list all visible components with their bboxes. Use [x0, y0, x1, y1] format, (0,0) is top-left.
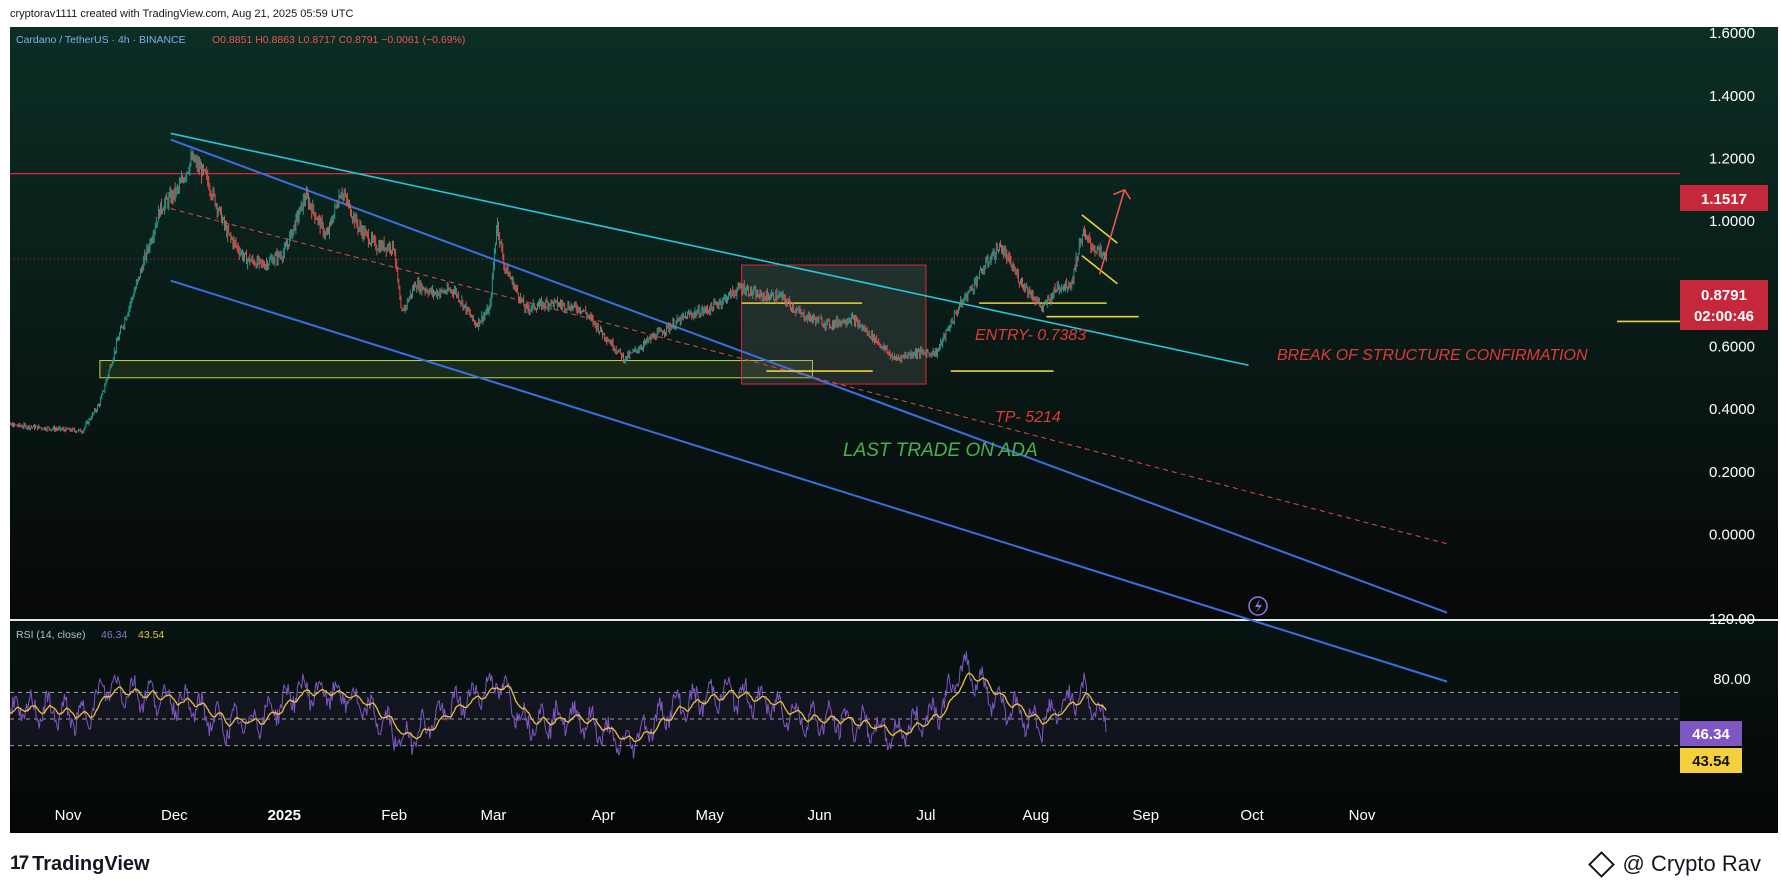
price-tick-label: 0.2000: [1709, 464, 1755, 481]
projection-arrow-line: [1098, 189, 1126, 275]
rsi-legend-ma-value: 43.54: [138, 629, 164, 641]
time-tick-label: May: [696, 807, 725, 824]
rsi-line: [10, 651, 1107, 759]
time-tick-label: 2025: [268, 807, 301, 824]
rsi-tick-label: 120.00: [1709, 611, 1755, 628]
rsi-tick-label: 80.00: [1713, 671, 1751, 688]
time-tick-label: Jun: [807, 807, 831, 824]
price-tick-label: 0.0000: [1709, 526, 1755, 543]
drawings-layer: [10, 132, 1686, 683]
time-axis[interactable]: Nov Dec 2025 Feb Mar Apr May Jun Jul Aug Sep Oct Nov: [55, 807, 1376, 824]
time-tick-label: Sep: [1132, 807, 1159, 824]
price-tick-label: 0.6000: [1709, 338, 1755, 355]
last-trade-label: LAST TRADE ON ADA: [843, 440, 1038, 461]
projection-arrow-head: [1113, 188, 1132, 200]
price-tick-label: 1.2000: [1709, 151, 1755, 168]
lightning-icon[interactable]: [1248, 596, 1268, 616]
tradingview-wordmark: TradingView: [32, 852, 150, 875]
created-by-text: cryptorav1111 created with TradingView.c…: [10, 8, 354, 20]
time-tick-label: Aug: [1022, 807, 1049, 824]
diamond-icon: [1587, 850, 1615, 878]
price-tick-label: 0.4000: [1709, 401, 1755, 418]
top-bar: cryptorav1111 created with TradingView.c…: [0, 0, 1781, 27]
flag-lower-line: [1081, 254, 1118, 285]
tradingview-logo[interactable]: 17 TradingView: [10, 851, 150, 877]
price-axis[interactable]: 1.6000 1.4000 1.2000 1.0000 0.6000 0.4000 0.20…: [1709, 27, 1755, 688]
bar-countdown-text: 02:00:46: [1694, 308, 1754, 325]
time-tick-label: Feb: [381, 807, 407, 824]
price-tick-label: 1.0000: [1709, 213, 1755, 230]
price-tick-label: 1.4000: [1709, 88, 1755, 105]
tradingview-logo-icon: 17: [10, 853, 29, 874]
chart-legend-symbol: Cardano / TetherUS · 4h · BINANCE: [16, 34, 186, 46]
rsi-ma-badge: 43.54: [1680, 748, 1742, 773]
resistance-price-text: 1.1517: [1701, 191, 1747, 208]
author-credit-text: @ Crypto Rav: [1622, 851, 1761, 876]
rsi-value-text: 46.34: [1692, 726, 1730, 743]
chart-canvas[interactable]: 1.6000 1.4000 1.2000 1.0000 0.6000 0.4000 0.20…: [10, 27, 1778, 833]
author-credit: @ Crypto Rav: [1587, 850, 1761, 878]
price-tick-label: 1.6000: [1709, 27, 1755, 42]
last-price-badge: 0.8791 02:00:46: [1680, 280, 1768, 330]
rsi-ma-line: [10, 672, 1107, 743]
rsi-value-badge: 46.34: [1680, 721, 1742, 746]
time-tick-label: Dec: [161, 807, 188, 824]
channel-lower-line: [170, 279, 1448, 683]
demand-zone: [99, 360, 813, 379]
bos-label: BREAK OF STRUCTURE CONFIRMATION: [1277, 347, 1588, 364]
flag-upper-line: [1081, 214, 1118, 244]
trendline: [170, 132, 1249, 367]
time-tick-label: Jul: [916, 807, 935, 824]
bottom-bar: 17 TradingView @ Crypto Rav: [0, 833, 1781, 894]
last-price-text: 0.8791: [1701, 287, 1747, 304]
time-tick-label: Mar: [481, 807, 507, 824]
rsi-layer: [10, 651, 1680, 759]
resistance-price-badge: 1.1517: [1680, 185, 1768, 211]
tp-label: TP- 5214: [995, 409, 1061, 426]
rsi-legend-value: 46.34: [101, 629, 127, 641]
entry-label: ENTRY- 0.7383: [975, 327, 1086, 344]
rsi-legend-label: RSI (14, close): [16, 629, 85, 641]
time-tick-label: Nov: [55, 807, 82, 824]
rsi-ma-text: 43.54: [1692, 753, 1730, 770]
candles-layer: [10, 148, 1107, 435]
channel-mid-line: [170, 208, 1448, 545]
time-tick-label: Apr: [592, 807, 615, 824]
time-tick-label: Nov: [1349, 807, 1376, 824]
chart-legend-ohlc: O0.8851 H0.8863 L0.8717 C0.8791 −0.0061 …: [212, 34, 465, 46]
time-tick-label: Oct: [1240, 807, 1264, 824]
